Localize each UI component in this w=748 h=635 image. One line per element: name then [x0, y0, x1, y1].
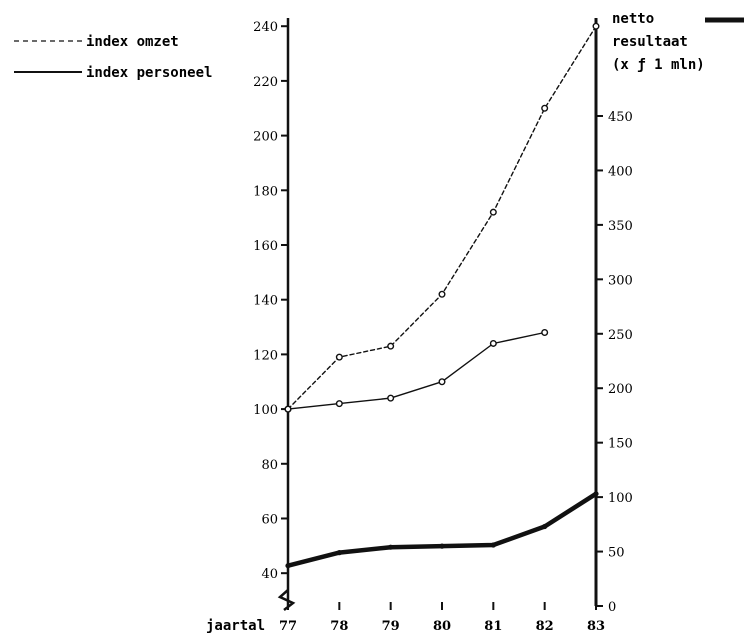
right-tick-label-3: 150 [608, 437, 633, 452]
point-netto-resultaat-81 [490, 542, 496, 548]
left-tick-label-5: 140 [253, 294, 278, 309]
point-index-personeel-82 [541, 329, 549, 337]
point-index-omzet-82 [541, 104, 549, 112]
right-tick-label-5: 250 [608, 328, 633, 343]
left-tick-label-7: 180 [253, 184, 278, 199]
left-tick-label-1: 60 [261, 512, 278, 527]
point-netto-resultaat-79 [388, 544, 394, 550]
right-tick-label-0: 0 [608, 600, 616, 615]
right-tick-label-2: 100 [608, 491, 633, 506]
point-index-personeel-78 [335, 400, 343, 408]
left-tick-label-2: 80 [261, 458, 278, 473]
axis-break-mark [277, 589, 296, 611]
series-layer [284, 22, 600, 569]
point-index-personeel-80 [438, 378, 446, 386]
right-tick-label-9: 450 [608, 110, 633, 125]
legend: index omzet index personeel [14, 34, 212, 81]
point-netto-resultaat-83 [593, 491, 599, 497]
x-tick-label-82: 82 [536, 619, 554, 634]
left-tick-label-10: 240 [253, 20, 278, 35]
legend-label-omzet: index omzet [86, 34, 179, 50]
point-index-omzet-80 [438, 290, 446, 298]
point-netto-resultaat-82 [542, 523, 548, 530]
x-tick-label-83: 83 [587, 619, 605, 634]
right-tick-label-7: 350 [608, 219, 633, 234]
right-tick-label-1: 50 [608, 546, 625, 561]
x-tick-label-78: 78 [330, 619, 348, 634]
left-tick-label-0: 40 [261, 567, 278, 582]
point-index-personeel-77 [284, 405, 292, 413]
x-axis-title: jaartal [206, 618, 265, 634]
series-line-index-omzet [287, 25, 597, 410]
left-tick-label-9: 220 [253, 75, 278, 90]
series-line-netto-resultaat [285, 491, 599, 568]
x-tick-label-79: 79 [382, 619, 400, 634]
point-index-personeel-79 [387, 394, 395, 402]
right-tick-label-8: 400 [608, 164, 633, 179]
point-index-omzet-78 [335, 353, 343, 361]
x-tick-label-77: 77 [279, 619, 297, 634]
right-axis-label-line-2: resultaat [612, 34, 688, 50]
right-axis-ticks: 0 50 100 150 200 250 300 350 400 450 [596, 110, 633, 615]
point-netto-resultaat-77 [285, 563, 291, 569]
point-index-omzet-79 [387, 342, 395, 350]
right-axis-label-line-3: (x ƒ 1 mln) [612, 57, 705, 73]
point-netto-resultaat-80 [439, 543, 445, 549]
right-tick-label-4: 200 [608, 382, 633, 397]
left-tick-label-4: 120 [253, 348, 278, 363]
left-tick-label-3: 100 [253, 403, 278, 418]
x-tick-label-81: 81 [484, 619, 502, 634]
x-tick-label-80: 80 [433, 619, 451, 634]
right-axis-label-line-1: netto [612, 11, 654, 27]
right-tick-label-6: 300 [608, 273, 633, 288]
x-axis-ticks: 77 78 79 80 81 82 83 [279, 602, 605, 634]
series-line-index-personeel [287, 331, 546, 410]
legend-label-personeel: index personeel [86, 65, 212, 81]
left-axis-ticks: 40 60 80 100 120 140 160 180 200 220 240 [253, 20, 288, 582]
point-index-omzet-83 [592, 22, 600, 30]
point-index-personeel-81 [489, 339, 497, 347]
point-netto-resultaat-78 [336, 550, 342, 556]
right-axis-label: netto resultaat (x ƒ 1 mln) [612, 11, 744, 73]
left-tick-label-6: 160 [253, 239, 278, 254]
left-tick-label-8: 200 [253, 130, 278, 145]
point-index-omzet-81 [489, 208, 497, 216]
